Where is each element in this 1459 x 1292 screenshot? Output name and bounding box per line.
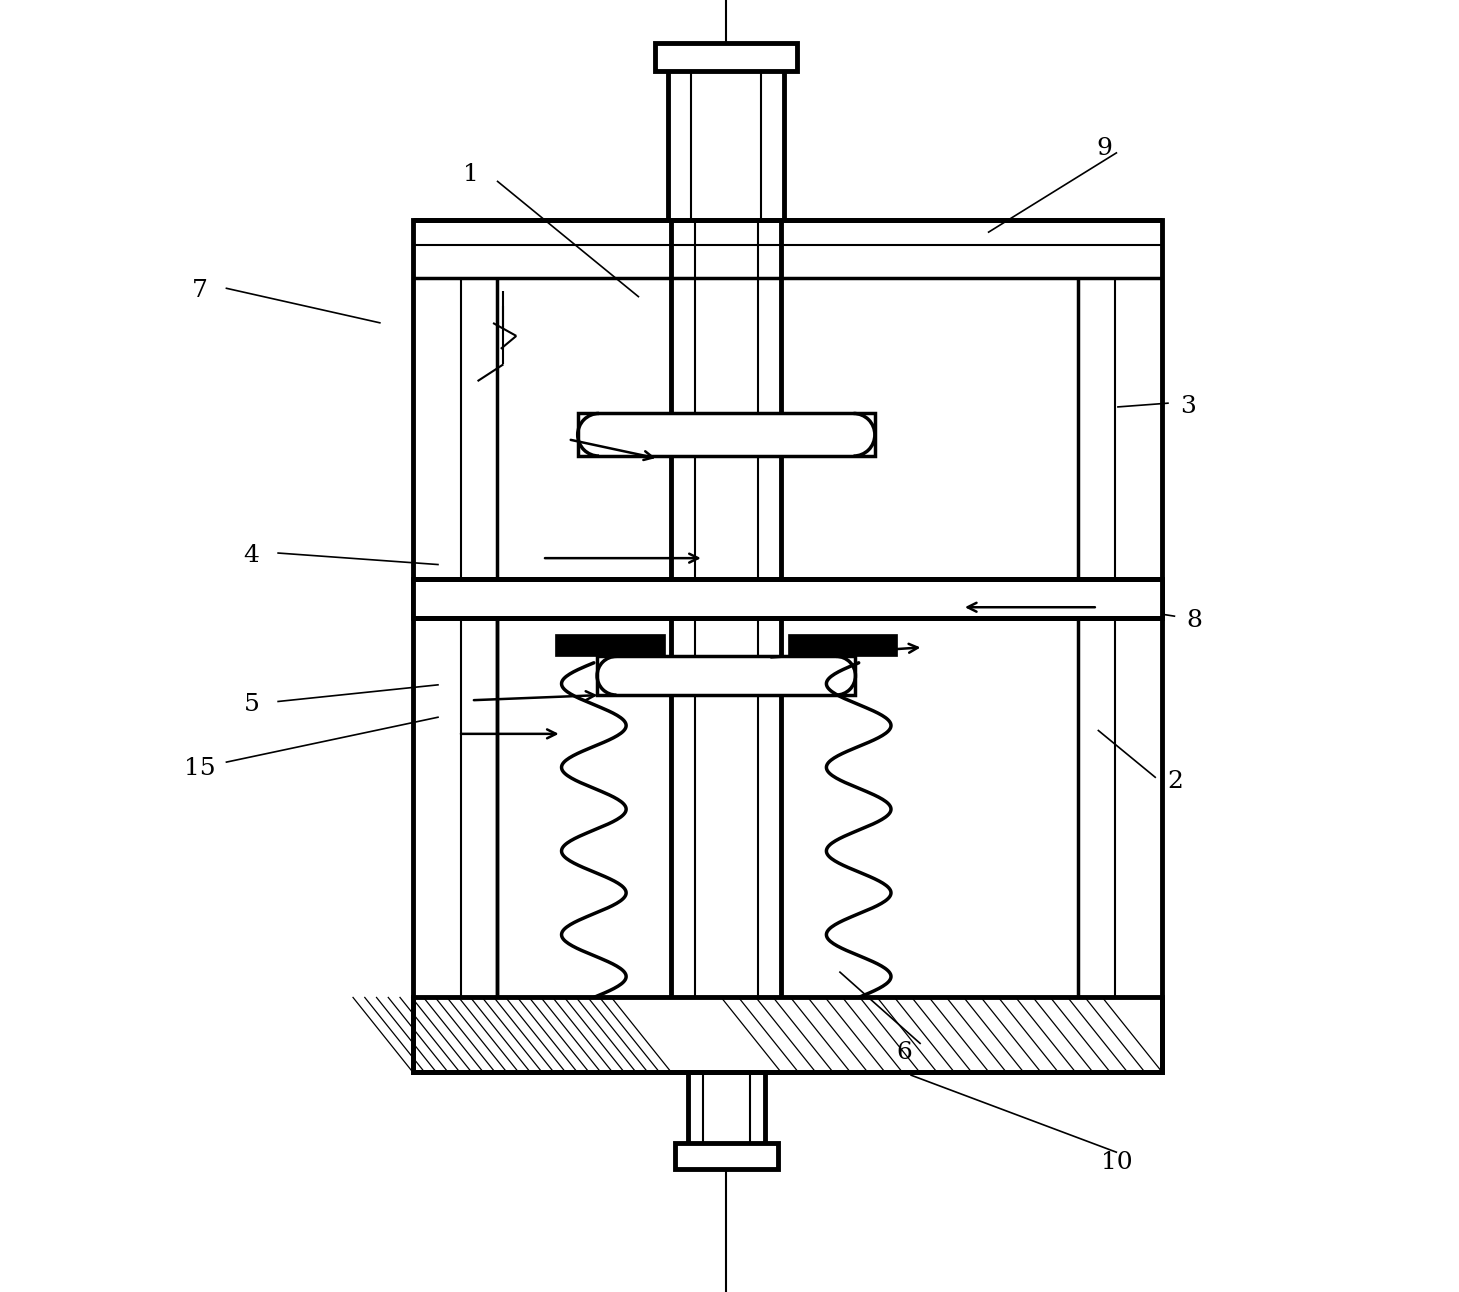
Bar	[597, 656, 855, 695]
Bar	[413, 220, 1163, 1072]
Bar	[655, 43, 797, 71]
Text: 6: 6	[896, 1041, 912, 1065]
Bar	[413, 579, 1163, 618]
Text: 3: 3	[1180, 395, 1196, 419]
Text: 2: 2	[1167, 770, 1183, 793]
Text: 7: 7	[191, 279, 207, 302]
Bar	[413, 997, 1163, 1072]
Text: 5: 5	[244, 693, 260, 716]
Text: 15: 15	[184, 757, 216, 780]
Bar	[674, 1143, 778, 1169]
Text: 9: 9	[1096, 137, 1112, 160]
Bar	[554, 634, 665, 656]
Text: 4: 4	[244, 544, 260, 567]
Text: 8: 8	[1186, 609, 1202, 632]
Text: 1: 1	[463, 163, 479, 186]
Bar	[788, 634, 897, 656]
Bar	[578, 413, 875, 456]
Text: 10: 10	[1102, 1151, 1132, 1174]
